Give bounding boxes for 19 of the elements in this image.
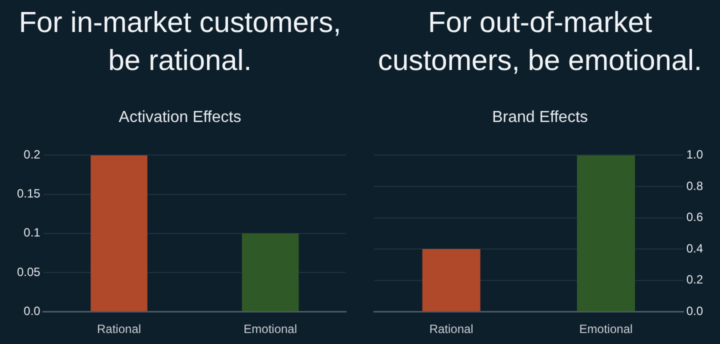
y2-tick-label: 0.6 — [686, 210, 704, 224]
chart-subtitle: Brand Effects — [492, 109, 588, 126]
y-tick-label: 0.15 — [16, 186, 41, 201]
x-tick-label: Emotional — [579, 322, 633, 336]
x-tick-label: Emotional — [244, 322, 298, 336]
y-tick-label: 0.2 — [24, 148, 41, 162]
y2-tick-label: 1.0 — [686, 148, 704, 162]
x-tick-label: Rational — [97, 322, 142, 336]
y2-tick-label: 0.2 — [686, 272, 704, 287]
y2-tick-label: 0.0 — [686, 304, 704, 318]
x-tick-label: Rational — [429, 322, 474, 336]
y-tick-label: 0.0 — [24, 304, 41, 318]
chart-title: For in-market customers, be rational. — [18, 6, 342, 79]
chart-subtitle: Activation Effects — [118, 109, 242, 126]
chart-title: For out-of-market customers, be emotional. — [377, 6, 703, 79]
y2-tick-label: 0.8 — [686, 178, 704, 193]
y2-tick-label: 0.4 — [686, 241, 704, 256]
y-tick-label: 0.1 — [24, 226, 41, 240]
y-tick-label: 0.05 — [16, 264, 41, 279]
